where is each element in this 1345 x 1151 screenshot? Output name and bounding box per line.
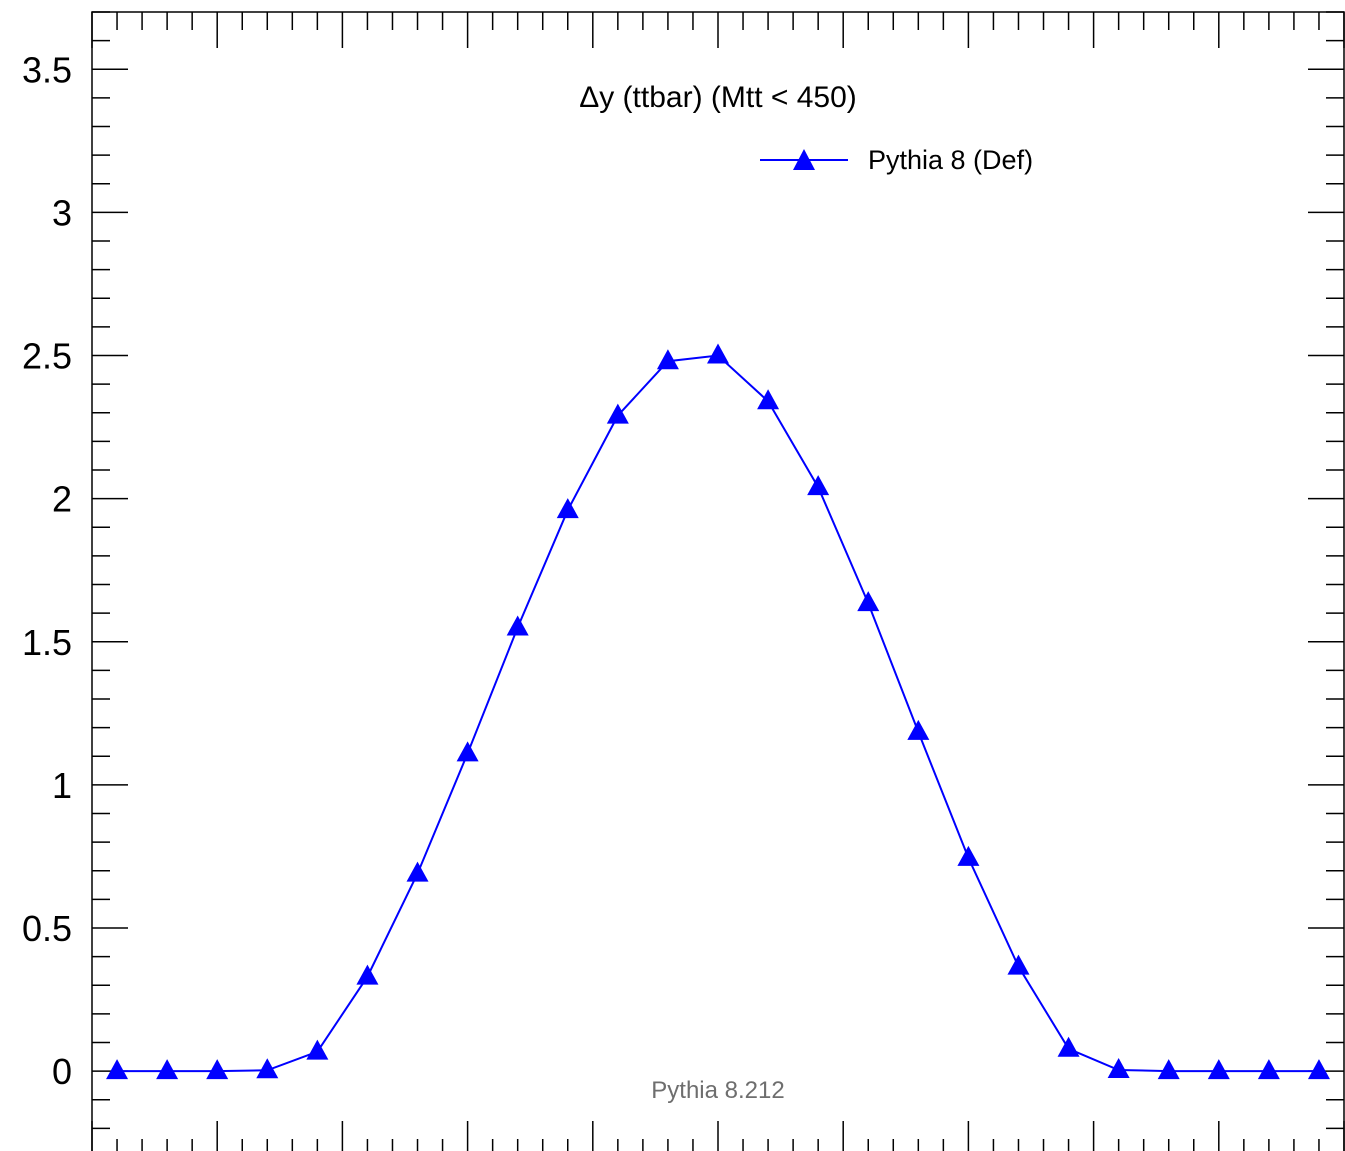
data-point <box>106 1059 129 1080</box>
data-point <box>1307 1059 1330 1080</box>
data-point <box>757 389 780 410</box>
chart-title: Δy (ttbar) (Mtt < 450) <box>579 81 857 114</box>
legend-label: Pythia 8 (Def) <box>868 145 1033 175</box>
data-point <box>256 1058 279 1079</box>
data-point <box>807 475 830 496</box>
y-tick-label: 1 <box>52 765 72 806</box>
data-point <box>506 615 529 636</box>
data-point <box>1157 1059 1180 1080</box>
data-point <box>306 1039 329 1060</box>
watermark-label: Pythia 8.212 <box>651 1077 784 1104</box>
data-point <box>606 403 629 424</box>
y-tick-label: 2 <box>52 479 72 520</box>
legend: Pythia 8 (Def) <box>760 145 1033 175</box>
data-point <box>1107 1057 1130 1078</box>
y-tick-label: 0.5 <box>22 908 72 949</box>
data-point <box>156 1059 179 1080</box>
data-point <box>1057 1036 1080 1057</box>
data-point <box>1007 954 1030 975</box>
data-point <box>1257 1059 1280 1080</box>
data-point <box>957 845 980 866</box>
data-point <box>456 741 479 762</box>
y-tick-label: 2.5 <box>22 336 72 377</box>
plot-frame <box>91 11 1345 1151</box>
data-point <box>206 1059 229 1080</box>
axis-ticks <box>91 11 1345 1151</box>
data-point <box>406 861 429 882</box>
data-point <box>556 498 579 519</box>
y-tick-label: 3.5 <box>22 49 72 90</box>
legend-marker <box>793 149 815 170</box>
series-line <box>117 354 1319 1073</box>
data-point <box>857 591 880 612</box>
y-tick-label: 1.5 <box>22 622 72 663</box>
data-point <box>1207 1059 1230 1080</box>
y-tick-label: 3 <box>52 192 72 233</box>
y-tick-label: 0 <box>52 1051 72 1092</box>
data-point <box>907 719 930 740</box>
series-pythia-8-def <box>106 343 1330 1080</box>
data-point <box>356 964 379 985</box>
data-point <box>656 349 679 370</box>
y-tick-labels: 0 0.5 1 1.5 2 2.5 3 3.5 <box>22 49 72 1092</box>
data-point <box>707 343 729 364</box>
